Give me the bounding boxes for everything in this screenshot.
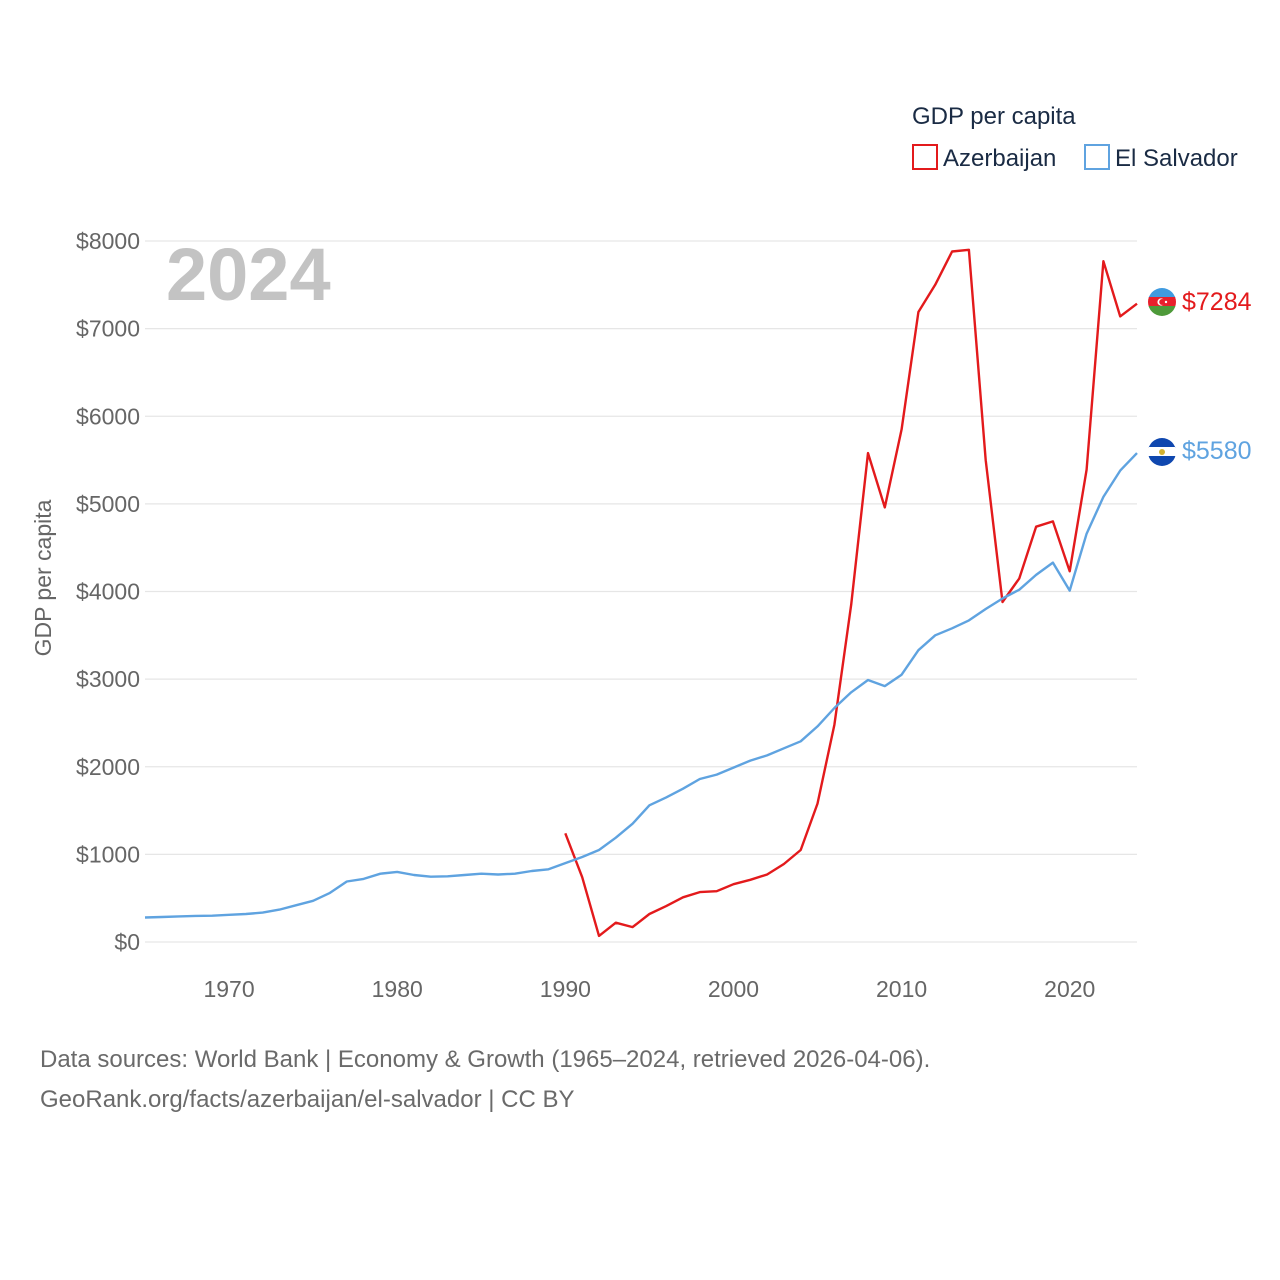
x-tick-label: 2010 [876,976,927,1002]
legend-title: GDP per capita [912,103,1076,130]
x-axis-ticks: 1970 1980 1990 2000 2010 2020 [203,976,1095,1002]
y-tick-label: $8000 [76,228,140,254]
y-axis-title: GDP per capita [30,499,56,656]
gridlines [145,240,1137,943]
y-tick-label: $4000 [76,579,140,605]
legend-label-azerbaijan: Azerbaijan [943,145,1056,172]
y-axis-ticks: $0 $1000 $2000 $3000 $4000 $5000 $6000 $7000 $80… [76,228,140,955]
x-tick-label: 2000 [708,976,759,1002]
legend-label-el-salvador: El Salvador [1115,145,1238,172]
x-tick-label: 1980 [372,976,423,1002]
footer: Data sources: World Bank | Economy & Gro… [40,1040,930,1120]
series-line-azerbaijan[interactable] [564,248,1138,938]
legend-entry-el-salvador[interactable]: El Salvador [1084,144,1238,172]
series-lines [144,248,1138,938]
current-year-label: 2024 [166,233,331,316]
x-tick-label: 1970 [203,976,254,1002]
legend-swatch-azerbaijan [912,144,938,170]
y-tick-label: $6000 [76,403,140,429]
y-tick-label: $5000 [76,491,140,517]
end-label-azerbaijan: $7284 [1182,288,1252,316]
y-tick-label: $7000 [76,316,140,342]
x-tick-label: 2020 [1044,976,1095,1002]
series-line-el-salvador[interactable] [144,452,1138,919]
azerbaijan-flag-icon [1148,288,1176,316]
y-tick-label: $1000 [76,841,140,867]
footer-sources: Data sources: World Bank | Economy & Gro… [40,1046,931,1073]
footer-link[interactable]: GeoRank.org/facts/azerbaijan/el-salvador… [40,1086,575,1113]
legend-swatch-el-salvador [1084,144,1110,170]
y-tick-label: $0 [114,929,140,955]
legend-entry-azerbaijan[interactable]: Azerbaijan [912,144,1056,172]
y-tick-label: $2000 [76,754,140,780]
x-tick-label: 1990 [540,976,591,1002]
y-tick-label: $3000 [76,666,140,692]
end-label-el-salvador: $5580 [1182,437,1252,465]
el-salvador-flag-icon [1148,438,1176,466]
